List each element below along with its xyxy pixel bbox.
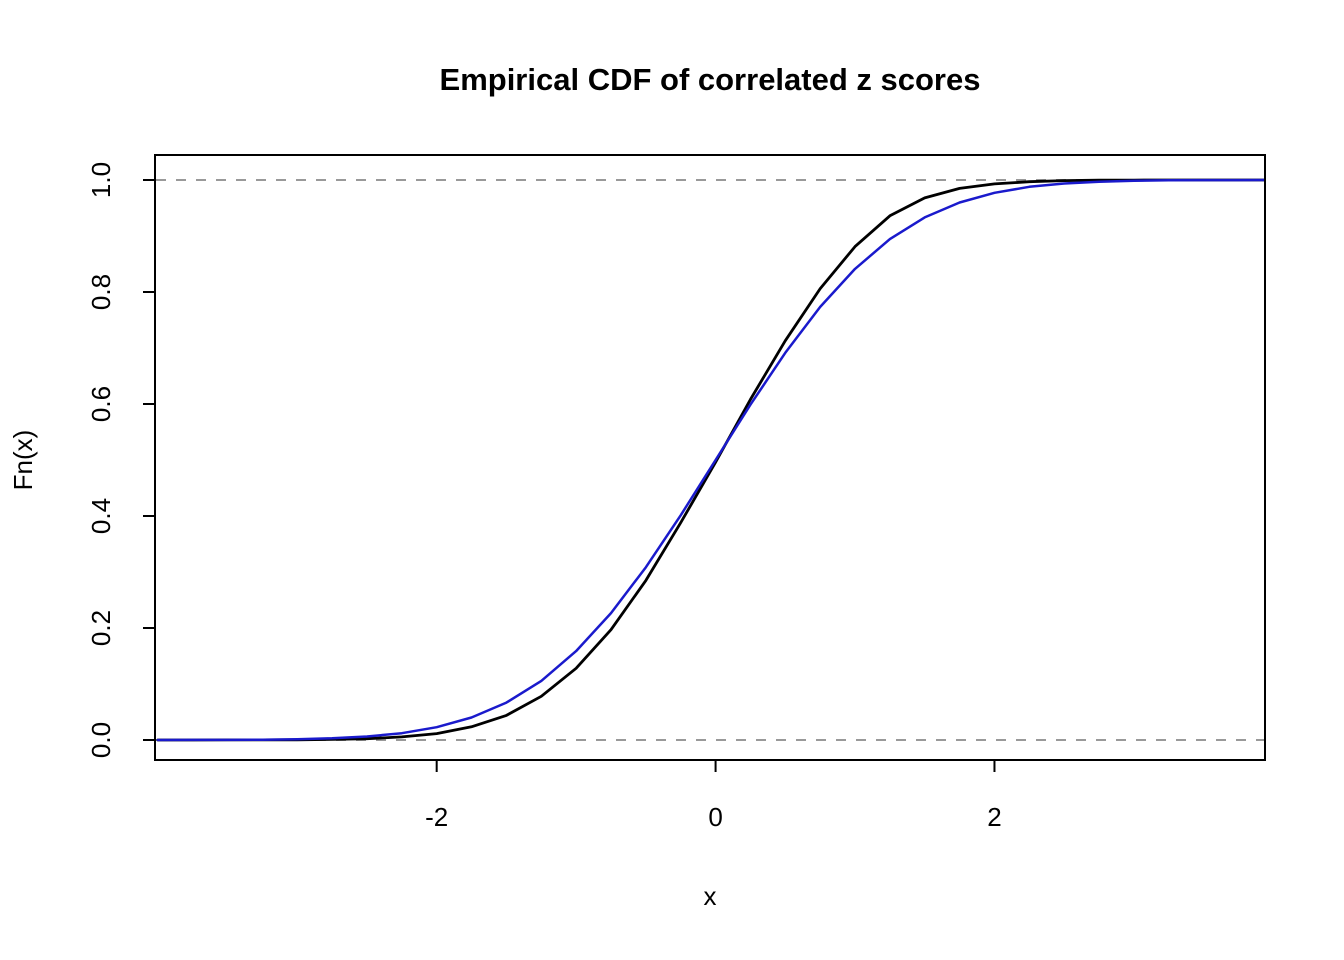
y-tick-label: 0.4	[86, 498, 116, 534]
y-axis-label: Fn(x)	[8, 430, 38, 491]
reference-lines	[156, 179, 1264, 741]
y-tick-label: 0.8	[86, 274, 116, 310]
y-tick-label: 0.2	[86, 610, 116, 646]
y-axis: 0.0 0.2 0.4 0.6 0.8 1.0	[86, 162, 155, 758]
plot-frame	[154, 154, 1266, 761]
x-axis-label: x	[704, 881, 717, 911]
y-tick-label: 0.0	[86, 722, 116, 758]
x-axis: -2 0 2	[425, 760, 1002, 832]
theoretical-normal-cdf-curve	[156, 178, 1265, 742]
y-tick-label: 0.6	[86, 386, 116, 422]
series-curves	[156, 178, 1265, 742]
x-tick-label: 2	[987, 802, 1001, 832]
y-tick-label: 1.0	[86, 162, 116, 198]
x-tick-label: -2	[425, 802, 448, 832]
chart-title: Empirical CDF of correlated z scores	[440, 62, 981, 97]
x-tick-label: 0	[708, 802, 722, 832]
